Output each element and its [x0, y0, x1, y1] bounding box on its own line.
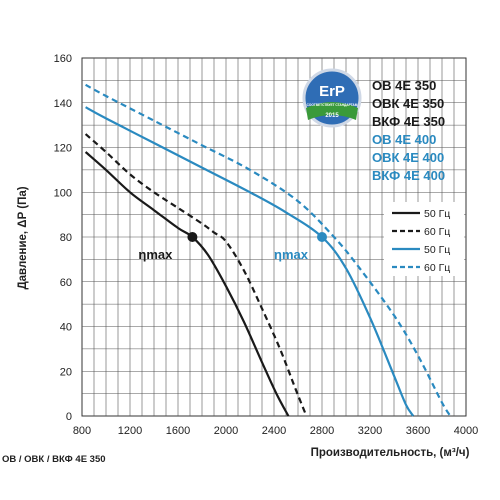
model-name: ОВК 4Е 350 [372, 96, 444, 111]
x-tick-label: 2000 [214, 425, 238, 437]
eta-max-label: ηmax [274, 247, 309, 262]
grid [81, 57, 467, 417]
y-tick-label: 0 [66, 411, 72, 423]
model-list: ОВ 4Е 350 ОВК 4Е 350 ВКФ 4Е 350 ОВ 4Е 400 ОВ… [372, 78, 445, 183]
model-name: ОВК 4Е 400 [372, 150, 444, 165]
x-tick-label: 2400 [262, 425, 286, 437]
y-tick-label: 60 [60, 277, 72, 289]
legend-label: 60 Гц [424, 226, 450, 238]
y-tick-label: 140 [54, 98, 72, 110]
series-line-3 [85, 106, 415, 417]
erp-badge-subtitle: СООТВЕТСТВУЕТ СТАНДАРТАМ [307, 103, 358, 107]
series-lines [84, 83, 452, 417]
y-axis-label: Давление, ΔP (Па) [17, 186, 29, 289]
x-tick-label: 3600 [406, 425, 430, 437]
model-name: ОВ 4Е 400 [372, 132, 436, 147]
legend-box [384, 202, 464, 276]
footer-model-caption: ОВ / ОВК / ВКФ 4Е 350 [2, 454, 106, 465]
series-line-4 [85, 83, 452, 417]
x-tick-label: 1200 [118, 425, 142, 437]
eta-max-point [317, 232, 327, 242]
eta-max-label: ηmax [138, 247, 173, 262]
x-tick-labels: 800 1200 1600 2000 2400 2800 3200 3600 4000 [73, 425, 478, 437]
series-line-2 [84, 133, 308, 417]
eta-max-point [187, 232, 198, 242]
y-tick-label: 120 [54, 143, 72, 155]
x-tick-label: 2800 [310, 425, 334, 437]
y-tick-label: 80 [60, 232, 72, 244]
annotations: ηmax ηmax [138, 247, 308, 262]
x-tick-label: 1600 [166, 425, 190, 437]
y-tick-label: 160 [54, 53, 72, 65]
x-axis-label: Производительность, (м³/ч) [311, 447, 470, 459]
legend-label: 50 Гц [424, 208, 450, 220]
erp-badge-year: 2015 [325, 113, 339, 119]
legend-label: 50 Гц [424, 244, 450, 256]
y-tick-labels: 0 20 40 60 80 100 120 140 160 [54, 53, 72, 423]
model-name: ОВ 4Е 350 [372, 78, 436, 93]
model-name: ВКФ 4Е 350 [372, 114, 445, 129]
y-tick-label: 100 [54, 187, 72, 199]
legend-label: 60 Гц [424, 262, 450, 274]
y-tick-label: 40 [60, 322, 72, 334]
legend: 50 Гц 60 Гц 50 Гц 60 Гц [384, 202, 464, 276]
x-tick-label: 4000 [454, 425, 478, 437]
eta-markers [187, 232, 327, 242]
series-line-1 [84, 151, 290, 417]
model-name: ВКФ 4Е 400 [372, 168, 445, 183]
erp-badge-title: ErP [319, 83, 345, 100]
x-tick-label: 800 [73, 425, 91, 437]
y-tick-label: 20 [60, 366, 72, 378]
erp-badge-icon: ErP СООТВЕТСТВУЕТ СТАНДАРТАМ 2015 [302, 68, 362, 128]
x-tick-label: 3200 [358, 425, 382, 437]
